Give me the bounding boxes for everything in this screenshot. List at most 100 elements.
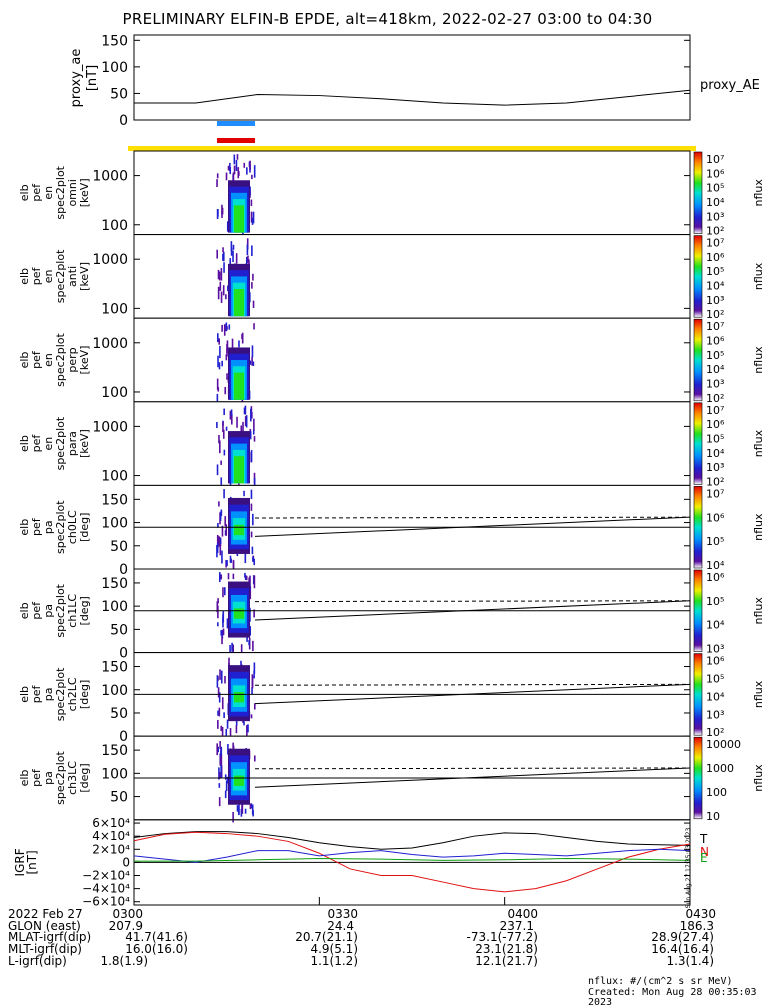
flux-pixel — [218, 362, 221, 370]
flux-pixel — [237, 167, 240, 179]
spectrogram-ylabel: spec2plot — [54, 249, 67, 303]
proxy-ae-line — [134, 89, 691, 106]
flux-pixel — [249, 431, 252, 440]
orbit-value: 23.1(21.8) — [475, 942, 538, 957]
flux-pixel — [232, 811, 234, 823]
flux-pixel — [253, 703, 256, 710]
flux-pixel — [223, 408, 225, 416]
flux-pixel — [246, 244, 249, 256]
flux-pixel — [243, 490, 245, 497]
flux-pixel — [219, 572, 221, 583]
spectrogram-ylabel: pef — [30, 434, 43, 453]
colorbar-tick-label: 10³ — [706, 210, 724, 223]
flux-pixel — [241, 803, 244, 814]
spectrogram-panel-4: elb pef pa spec2plot ch0LC [deg] 0 50 100 150 10⁷ 1… — [18, 484, 765, 578]
flux-pixel — [217, 355, 219, 368]
flux-pixel — [253, 609, 255, 618]
spectrogram-ylabel: elb — [18, 435, 31, 452]
flux-pixel — [219, 756, 222, 767]
flux-pixel — [253, 575, 256, 589]
spectrogram-frame — [133, 234, 691, 319]
colorbar-label: nflux — [752, 680, 765, 708]
flux-pixel — [249, 626, 252, 636]
flux-pixel — [247, 255, 249, 263]
colorbar-tick-label: 10⁶ — [706, 418, 725, 431]
flux-pixel — [218, 434, 220, 444]
loss-cone-line — [254, 683, 691, 705]
flux-pixel — [226, 719, 229, 729]
flux-pixel — [219, 741, 221, 749]
flux-pixel — [250, 803, 253, 809]
flux-pixel — [243, 721, 245, 726]
flux-pixel — [240, 808, 243, 817]
flux-pixel — [250, 199, 253, 207]
orbit-value: 16.4(16.4) — [651, 942, 714, 957]
flux-pixel — [246, 633, 248, 642]
flux-pixel — [223, 449, 226, 456]
orbit-value: 0300 — [112, 907, 143, 921]
loss-cone-line — [254, 516, 691, 537]
orbit-value: 1.1(1.2) — [310, 953, 358, 968]
orbit-value: 0330 — [327, 907, 358, 921]
colorbar-tick-label: 10⁷ — [706, 404, 724, 417]
flux-pixel — [218, 501, 220, 507]
flux-pixel — [224, 587, 226, 596]
flux-pixel — [250, 489, 253, 500]
flux-pixel — [217, 523, 219, 528]
flux-pixel — [223, 324, 226, 336]
flux-pixel — [247, 724, 249, 733]
flux-pixel — [249, 803, 252, 810]
flux-pixel — [226, 347, 228, 353]
orbit-row-label: MLT-igrf(dip) — [8, 942, 82, 957]
flux-pixel — [244, 405, 247, 415]
spectrogram-ytick-label: 50 — [110, 790, 128, 806]
spectrogram-ylabel: pef — [30, 601, 43, 620]
flux-pixel — [244, 416, 247, 427]
spectrogram-frame — [133, 150, 691, 236]
colorbar-tick-label: 10³ — [706, 708, 724, 721]
colorbar-tick-label: 10⁴ — [706, 196, 725, 209]
spectrogram-ytick-label: 50 — [110, 706, 128, 722]
flux-pixel — [250, 408, 252, 422]
flux-pixel — [221, 726, 224, 738]
spectrogram-ylabel: en — [42, 186, 55, 200]
flux-pixel — [240, 425, 243, 434]
colorbar-tick-label: 10⁷ — [706, 153, 724, 166]
flux-pixel — [222, 421, 224, 433]
colorbar — [693, 486, 703, 569]
flux-pixel — [251, 674, 254, 687]
flux-pixel — [240, 644, 243, 656]
orbit-value: 0430 — [685, 907, 716, 921]
orbit-row-label: GLON (east) — [8, 918, 81, 933]
spectrogram-ytick-label: 100 — [101, 218, 128, 234]
orbit-value: 20.7(21.1) — [295, 930, 358, 945]
colorbar-tick-label: 10⁴ — [706, 619, 725, 632]
spectrogram-ylabel: elb — [18, 352, 31, 369]
spectrogram-panel-3: elb pef en spec2plot para [keV]100100010⁷10⁶1… — [18, 401, 765, 490]
spectrogram-ylabel: ch3LC — [66, 761, 79, 795]
flux-pixel — [238, 340, 240, 348]
flux-pixel — [222, 628, 225, 636]
flux-pixel — [250, 531, 253, 538]
flux-pixel — [235, 253, 238, 264]
flux-pixel — [219, 537, 222, 544]
flux-pixel — [221, 210, 223, 218]
spectrogram-ytick-label: 1000 — [92, 252, 128, 268]
flux-pixel — [251, 217, 254, 225]
spectrogram-ylabel: pa — [42, 688, 55, 702]
flux-pixel — [229, 258, 232, 266]
spectrogram-ylabel: [keV] — [78, 178, 91, 207]
orbit-value: 0400 — [507, 907, 538, 921]
proxy-ae-ytick-label: 100 — [101, 60, 128, 76]
flux-pixel — [217, 209, 219, 217]
spectrogram-ylabel: pa — [42, 604, 55, 618]
colorbar — [693, 318, 703, 402]
flux-pixel — [220, 477, 223, 485]
flux-pixel — [218, 783, 221, 788]
spectrogram-frame — [133, 401, 691, 486]
flux-pixel — [227, 165, 230, 171]
flux-pixel — [217, 719, 219, 729]
flux-pixel — [253, 418, 255, 431]
igrf-ytick-label: 4×10⁴ — [92, 829, 130, 843]
flux-pixel — [249, 586, 252, 600]
